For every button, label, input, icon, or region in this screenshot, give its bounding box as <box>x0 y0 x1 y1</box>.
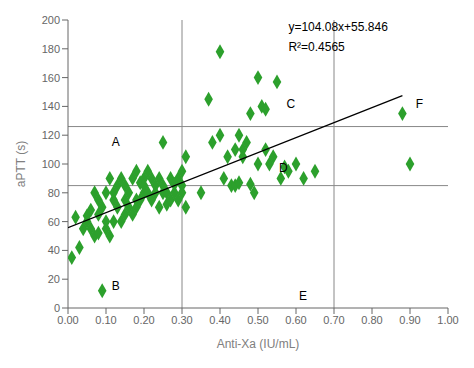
svg-text:60: 60 <box>48 216 60 228</box>
svg-text:D: D <box>279 161 288 175</box>
svg-text:0: 0 <box>54 302 60 314</box>
svg-text:B: B <box>112 279 120 293</box>
svg-text:0.00: 0.00 <box>57 314 78 326</box>
svg-text:0.70: 0.70 <box>323 314 344 326</box>
svg-text:120: 120 <box>42 129 60 141</box>
svg-text:0.20: 0.20 <box>133 314 154 326</box>
svg-text:E: E <box>299 289 307 303</box>
svg-text:0.30: 0.30 <box>171 314 192 326</box>
svg-text:A: A <box>112 135 120 149</box>
svg-text:0.50: 0.50 <box>247 314 268 326</box>
svg-text:1.00: 1.00 <box>437 314 458 326</box>
svg-text:200: 200 <box>42 14 60 26</box>
svg-text:160: 160 <box>42 72 60 84</box>
svg-text:180: 180 <box>42 43 60 55</box>
svg-text:0.40: 0.40 <box>209 314 230 326</box>
svg-text:aPTT (s): aPTT (s) <box>14 141 28 187</box>
svg-text:140: 140 <box>42 100 60 112</box>
svg-text:40: 40 <box>48 244 60 256</box>
svg-text:F: F <box>416 97 423 111</box>
svg-text:y=104.08x+55.846: y=104.08x+55.846 <box>288 20 388 34</box>
svg-text:80: 80 <box>48 187 60 199</box>
svg-text:0.80: 0.80 <box>361 314 382 326</box>
svg-text:20: 20 <box>48 273 60 285</box>
svg-text:C: C <box>287 97 296 111</box>
svg-text:100: 100 <box>42 158 60 170</box>
svg-text:0.60: 0.60 <box>285 314 306 326</box>
svg-text:Anti-Xa (IU/mL): Anti-Xa (IU/mL) <box>217 337 300 351</box>
svg-text:R²=0.4565: R²=0.4565 <box>288 40 345 54</box>
svg-text:0.90: 0.90 <box>399 314 420 326</box>
svg-text:0.10: 0.10 <box>95 314 116 326</box>
